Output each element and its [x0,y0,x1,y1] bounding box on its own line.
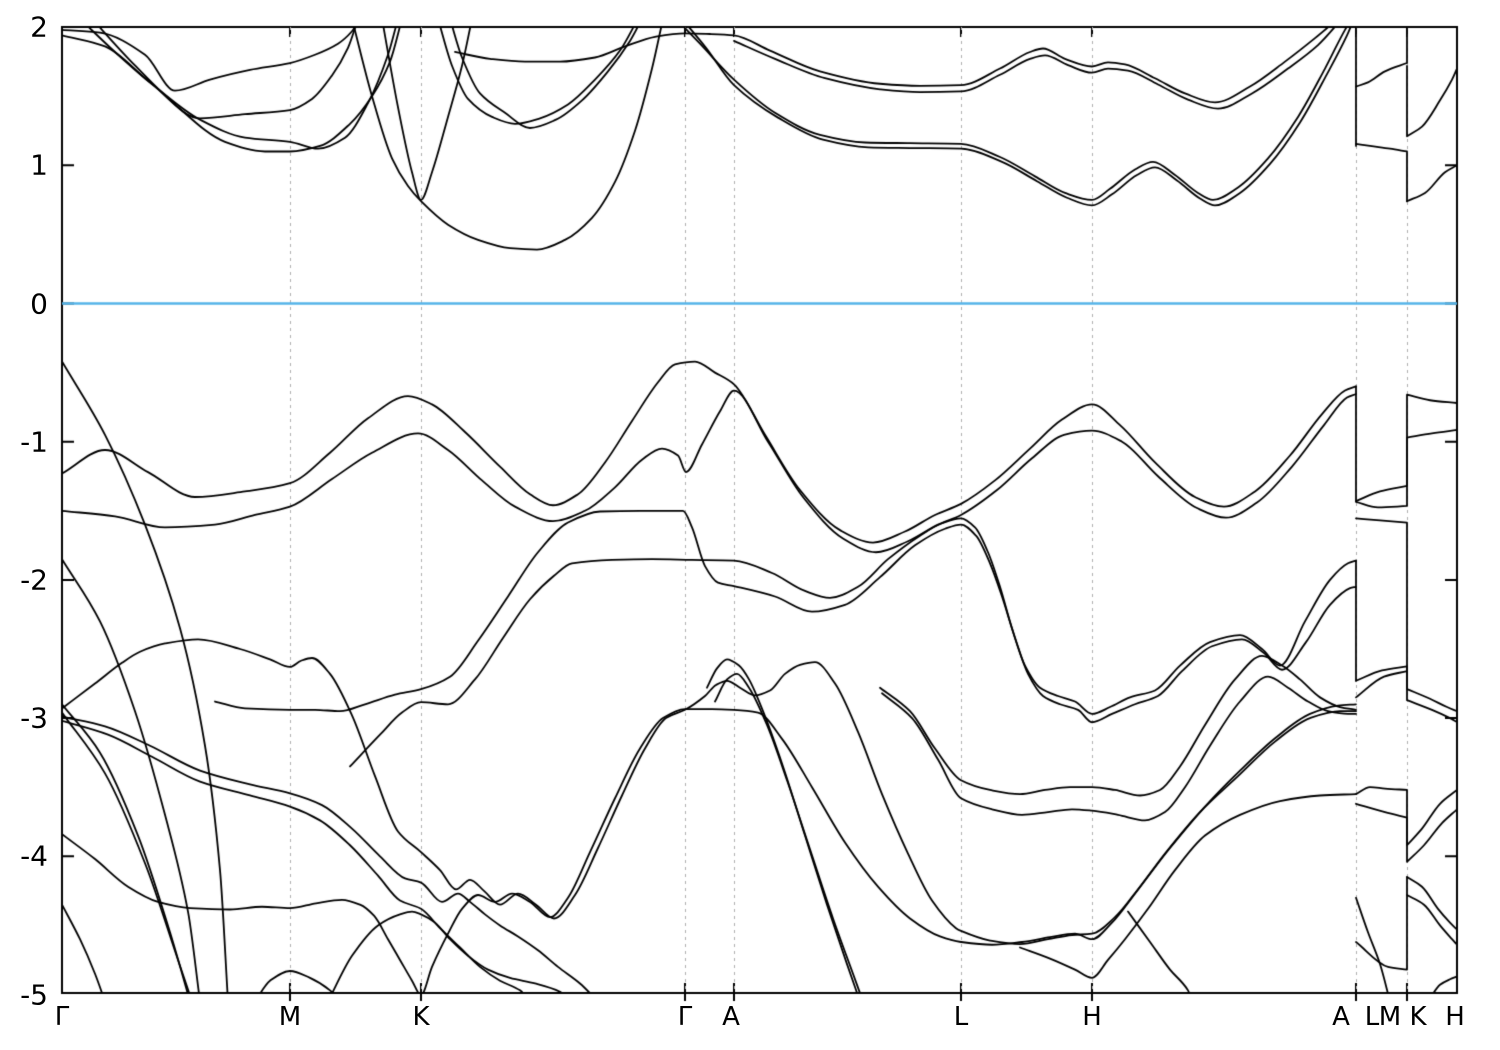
x-axis-symmetry-label: A [722,1002,740,1032]
y-axis-tick-label: -1 [20,425,48,459]
x-axis-symmetry-label: K [1409,1002,1427,1032]
x-axis-symmetry-label: Γ [677,1002,693,1032]
y-axis-tick-label: -3 [20,701,48,735]
x-axis-symmetry-label: K [412,1002,430,1032]
x-axis-symmetry-label: H [1082,1002,1102,1032]
y-axis-tick-label: 1 [30,148,48,182]
x-axis-symmetry-label: A [1332,1002,1350,1032]
y-axis-tick-label: 0 [30,287,48,320]
x-axis-symmetry-label: M [1378,1002,1402,1032]
y-axis-tick-label: -2 [20,563,48,597]
x-axis-symmetry-label: L [953,1002,969,1032]
y-axis-tick-label: -4 [20,839,48,873]
x-axis-symmetry-label: Γ [54,1002,70,1032]
x-axis-symmetry-label: L [1364,1002,1380,1032]
x-axis-symmetry-label: H [1445,1002,1465,1032]
y-axis-tick-label: -5 [20,978,48,1011]
y-axis-tick-label: 2 [30,10,48,44]
x-axis-symmetry-label: M [278,1002,302,1032]
